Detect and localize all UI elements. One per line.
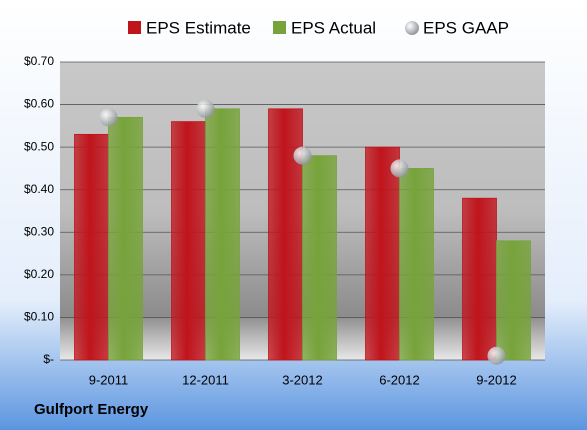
source-label: Gulfport Energy [34,401,149,418]
y-tick-label: $0.40 [24,182,54,196]
legend-swatch [273,21,286,34]
bar [496,240,531,361]
y-tick-label: $0.70 [24,54,54,68]
legend-label: EPS GAAP [423,18,509,37]
x-tick-label: 6-2012 [379,372,419,387]
y-tick-label: $0.50 [24,139,54,153]
y-tick-label: $0.10 [24,310,54,324]
bar [399,168,434,361]
bar [205,108,240,361]
y-tick-label: $- [43,352,54,366]
bar [302,155,337,361]
y-tick-label: $0.60 [24,97,54,111]
legend-label: EPS Estimate [146,18,251,37]
x-tick-label: 9-2012 [476,372,516,387]
bar [74,133,109,361]
legend-swatch [128,21,141,34]
y-tick-label: $0.30 [24,224,54,238]
bar [462,197,497,361]
bar [108,116,143,361]
gaap-point [390,159,409,178]
x-tick-label: 9-2011 [89,372,129,387]
legend-swatch [405,21,419,35]
x-tick-label: 3-2012 [282,372,322,387]
gaap-point [99,108,118,127]
gaap-point [293,146,312,165]
bar [171,121,206,361]
y-tick-label: $0.20 [24,267,54,281]
bar [268,108,303,361]
legend-label: EPS Actual [291,18,376,37]
gaap-point [487,346,506,365]
x-tick-label: 12-2011 [182,372,229,387]
gaap-point [196,99,215,118]
bar [365,146,400,361]
